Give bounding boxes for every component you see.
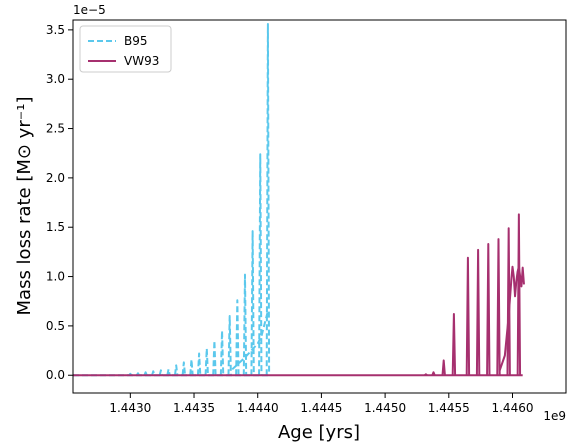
- x-tick-label: 1.4455: [428, 401, 470, 415]
- y-axis-label: Mass loss rate [M⊙ yr⁻¹]: [14, 97, 35, 316]
- y-axis-ticks: 0.0 0.5 1.0 1.5 2.0 2.5 3.0 3.5: [46, 23, 73, 382]
- x-offset-label: 1e9: [543, 409, 566, 423]
- b95-pulse: [181, 361, 187, 376]
- vw93-pulse: [424, 373, 428, 377]
- x-tick-label: 1.4435: [173, 401, 215, 415]
- vw93-pulse: [486, 242, 491, 376]
- b95-pulse: [258, 153, 263, 376]
- plot-area-lines: [73, 22, 525, 377]
- b95-pulse: [265, 22, 271, 376]
- b95-pulse: [151, 370, 156, 376]
- plot-frame: [72, 19, 567, 394]
- b95-pulse: [173, 364, 179, 376]
- b95-pulse: [166, 368, 171, 376]
- y-tick-label: 3.5: [46, 23, 65, 37]
- x-tick-label: 1.4460: [491, 401, 533, 415]
- vw93-pulse: [431, 371, 436, 376]
- b95-pulse: [250, 230, 255, 376]
- b95-pulse: [235, 299, 240, 376]
- y-tick-label: 3.0: [46, 72, 65, 86]
- y-tick-label: 2.5: [46, 122, 65, 136]
- x-tick-label: 1.4450: [364, 401, 406, 415]
- x-tick-label: 1.4440: [237, 401, 279, 415]
- b95-pulse: [227, 315, 232, 376]
- b95-pulse: [242, 273, 248, 376]
- vw93-pulse: [465, 256, 471, 376]
- b95-pulse: [196, 352, 202, 376]
- x-axis-label: Age [yrs]: [278, 422, 360, 442]
- vw93-pulse: [441, 359, 446, 376]
- y-tick-label: 2.0: [46, 171, 65, 185]
- b95-pulse: [219, 329, 225, 376]
- b95-pulse: [189, 358, 194, 376]
- legend-label-vw93: VW93: [124, 54, 159, 68]
- b95-envelope: [231, 310, 269, 371]
- vw93-envelope: [498, 265, 525, 371]
- vw93-pulse: [516, 213, 522, 376]
- y-tick-label: 1.5: [46, 220, 65, 234]
- y-tick-label: 1.0: [46, 270, 65, 284]
- vw93-pulse: [475, 248, 481, 376]
- y-tick-label: 0.5: [46, 319, 65, 333]
- legend-label-b95: B95: [124, 34, 148, 48]
- vw93-pulse: [496, 238, 501, 376]
- b95-pulse: [158, 369, 164, 376]
- vw93-pulse: [451, 313, 457, 376]
- b95-pulse: [212, 339, 217, 376]
- legend: B95 VW93: [79, 25, 172, 73]
- y-offset-label: 1e−5: [73, 3, 106, 17]
- x-axis-ticks: 1.4430 1.4435 1.4440 1.4445 1.4450 1.4455 1.44…: [109, 393, 533, 415]
- x-tick-label: 1.4445: [300, 401, 342, 415]
- y-tick-label: 0.0: [46, 368, 65, 382]
- x-tick-label: 1.4430: [109, 401, 151, 415]
